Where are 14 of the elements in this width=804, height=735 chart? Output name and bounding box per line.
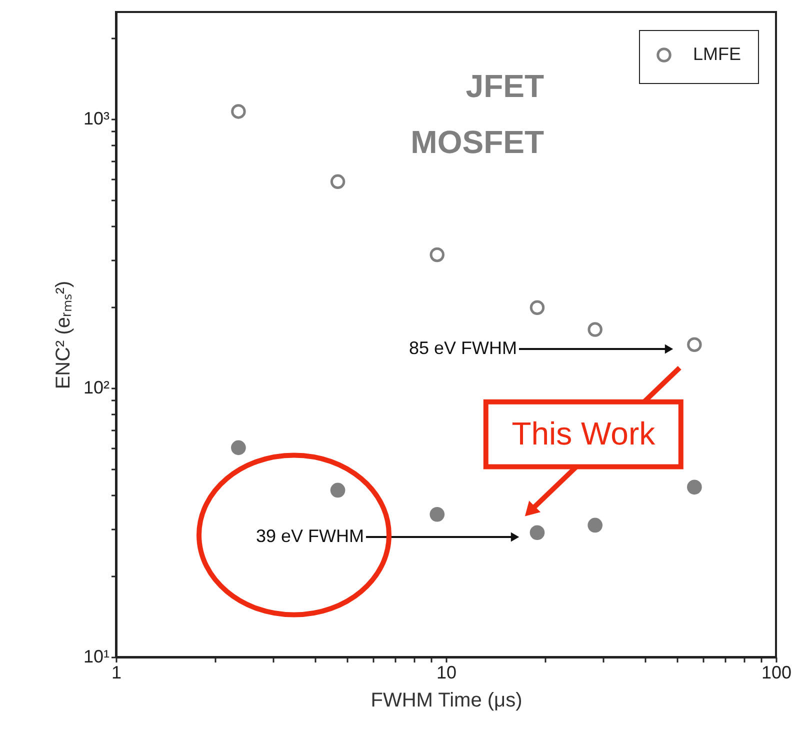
annotation: 85 eV FWHM <box>408 338 517 358</box>
legend-label: LMFE <box>693 44 742 64</box>
annotation: JFET <box>466 68 544 104</box>
x-axis-title: FWHM Time (μs) <box>370 690 522 712</box>
x-tick-label: 1 <box>111 662 122 682</box>
annotation: This Work <box>512 415 656 452</box>
y-tick-label: 10¹ <box>83 646 110 666</box>
y-tick-label: 10³ <box>83 108 110 129</box>
annotation: MOSFET <box>410 124 544 160</box>
annotation: 39 eV FWHM <box>256 526 364 546</box>
x-tick-label: 100 <box>761 662 792 682</box>
y-tick-label: 10² <box>83 378 110 398</box>
y-axis-title: ENC² (eᵣₘₛ²) <box>52 280 74 390</box>
x-tick-label: 10 <box>436 662 457 682</box>
